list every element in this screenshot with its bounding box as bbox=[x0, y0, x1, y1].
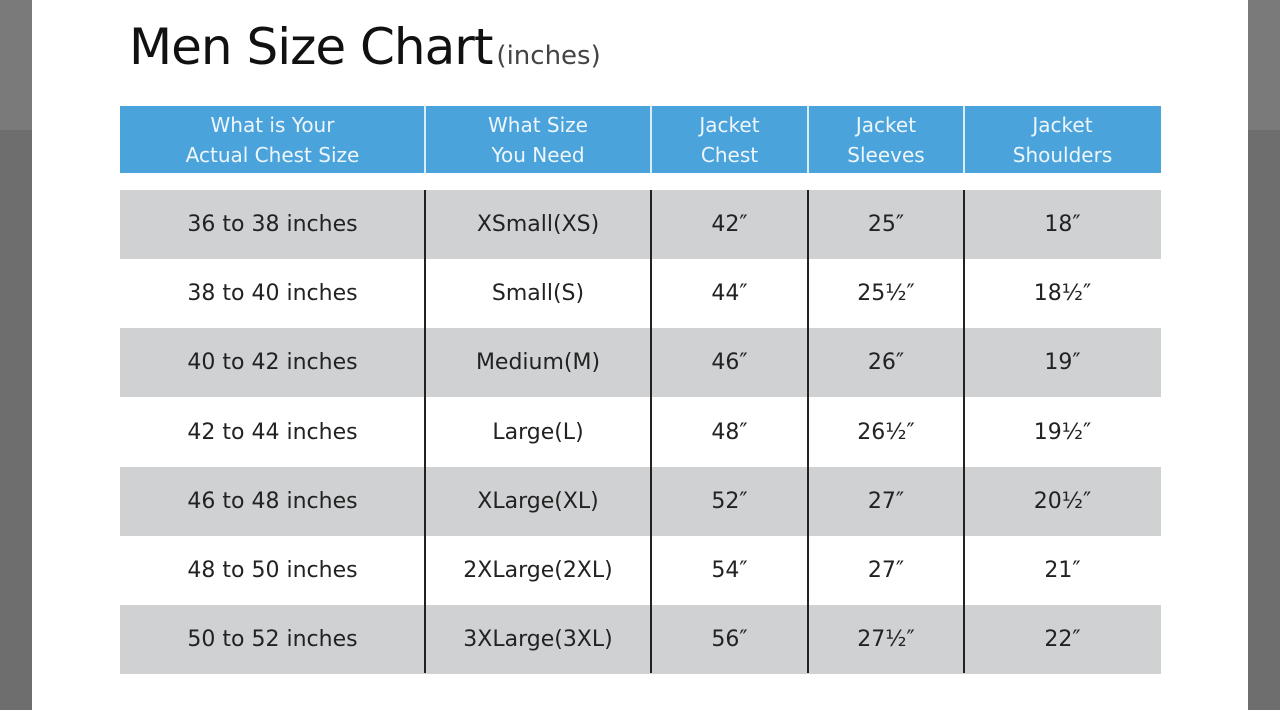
cell-jacket-shoulders: 20½″ bbox=[1033, 489, 1092, 514]
cell-jacket-shoulders: 22″ bbox=[1044, 627, 1081, 652]
column-divider bbox=[807, 190, 809, 673]
table-row: 36 to 38 inches XSmall(XS) 42″ 25″ 18″ bbox=[120, 190, 1161, 259]
header-divider bbox=[650, 106, 652, 173]
table-row: 38 to 40 inches Small(S) 44″ 25½″ 18½″ bbox=[120, 259, 1161, 328]
cell-size-needed: 3XLarge(3XL) bbox=[463, 627, 613, 652]
header-jacket-shoulders: Jacket Shoulders bbox=[1012, 112, 1113, 167]
cell-jacket-sleeves: 25½″ bbox=[857, 281, 915, 306]
cell-size-needed: Small(S) bbox=[491, 281, 585, 306]
title-unit: (inches) bbox=[496, 41, 601, 71]
cell-jacket-sleeves: 27½″ bbox=[857, 627, 915, 652]
column-divider bbox=[424, 190, 426, 673]
table-row: 50 to 52 inches 3XLarge(3XL) 56″ 27½″ 22″ bbox=[120, 605, 1161, 674]
cell-jacket-shoulders: 18½″ bbox=[1033, 281, 1092, 306]
cell-size-needed: Large(L) bbox=[492, 420, 584, 445]
cell-jacket-sleeves: 26½″ bbox=[857, 420, 915, 445]
table-row: 40 to 42 inches Medium(M) 46″ 26″ 19″ bbox=[120, 328, 1161, 397]
cell-jacket-sleeves: 27″ bbox=[867, 558, 905, 583]
cell-chest-size: 50 to 52 inches bbox=[187, 627, 358, 652]
header-divider bbox=[963, 106, 965, 173]
cell-jacket-chest: 48″ bbox=[711, 420, 748, 445]
cell-size-needed: XSmall(XS) bbox=[476, 212, 600, 237]
cell-jacket-sleeves: 27″ bbox=[867, 489, 905, 514]
column-divider bbox=[963, 190, 965, 673]
cell-chest-size: 42 to 44 inches bbox=[187, 420, 358, 445]
title-text: Men Size Chart bbox=[129, 18, 493, 76]
table-header: What is Your Actual Chest Size What Size … bbox=[120, 106, 1161, 173]
cell-size-needed: XLarge(XL) bbox=[477, 489, 599, 514]
cell-chest-size: 46 to 48 inches bbox=[187, 489, 358, 514]
cell-jacket-sleeves: 25″ bbox=[867, 212, 905, 237]
cell-jacket-chest: 52″ bbox=[711, 489, 748, 514]
cell-chest-size: 40 to 42 inches bbox=[187, 350, 358, 375]
cell-jacket-chest: 54″ bbox=[711, 558, 748, 583]
table-row: 46 to 48 inches XLarge(XL) 52″ 27″ 20½″ bbox=[120, 467, 1161, 536]
cell-jacket-chest: 42″ bbox=[711, 212, 748, 237]
page-title: Men Size Chart (inches) bbox=[129, 18, 601, 76]
header-jacket-sleeves: Jacket Sleeves bbox=[847, 112, 925, 167]
table-row: 42 to 44 inches Large(L) 48″ 26½″ 19½″ bbox=[120, 398, 1161, 467]
cell-chest-size: 36 to 38 inches bbox=[187, 212, 358, 237]
header-divider bbox=[424, 106, 426, 173]
table-row: 48 to 50 inches 2XLarge(2XL) 54″ 27″ 21″ bbox=[120, 536, 1161, 605]
header-chest-size: What is Your Actual Chest Size bbox=[185, 112, 360, 167]
cell-jacket-sleeves: 26″ bbox=[867, 350, 905, 375]
cell-jacket-chest: 44″ bbox=[711, 281, 748, 306]
header-jacket-chest: Jacket Chest bbox=[699, 112, 760, 167]
column-divider bbox=[650, 190, 652, 673]
cell-chest-size: 38 to 40 inches bbox=[187, 281, 358, 306]
cell-jacket-chest: 46″ bbox=[711, 350, 748, 375]
cell-size-needed: 2XLarge(2XL) bbox=[463, 558, 613, 583]
cell-jacket-shoulders: 19″ bbox=[1044, 350, 1081, 375]
cell-jacket-chest: 56″ bbox=[711, 627, 748, 652]
header-size-needed: What Size You Need bbox=[488, 112, 588, 167]
cell-jacket-shoulders: 19½″ bbox=[1033, 420, 1092, 445]
header-divider bbox=[807, 106, 809, 173]
cell-jacket-shoulders: 21″ bbox=[1044, 558, 1081, 583]
cell-jacket-shoulders: 18″ bbox=[1044, 212, 1081, 237]
cell-chest-size: 48 to 50 inches bbox=[187, 558, 358, 583]
cell-size-needed: Medium(M) bbox=[475, 350, 601, 375]
